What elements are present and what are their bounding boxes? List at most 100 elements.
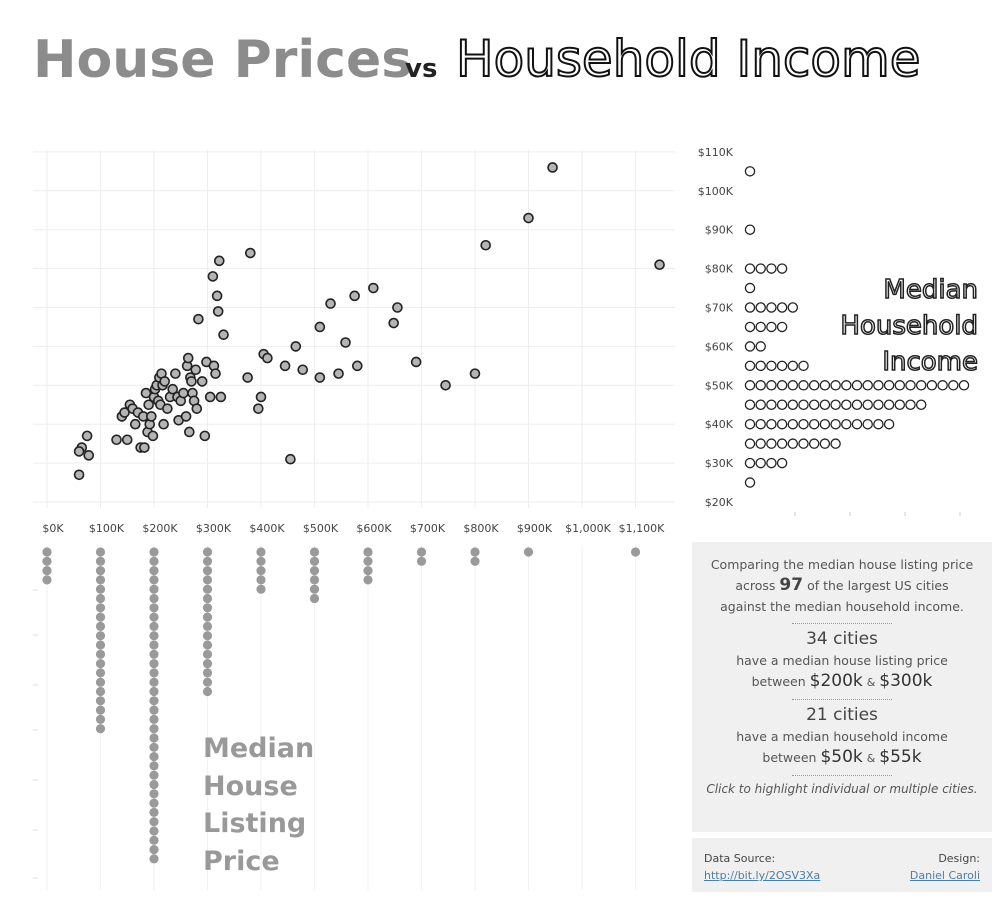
scatter-point [191, 403, 203, 414]
price-dot [202, 677, 213, 687]
income-dot [744, 321, 756, 333]
income-dot [766, 321, 777, 333]
scatter-point [167, 383, 179, 395]
price-dot [95, 649, 106, 659]
scatter-point [654, 259, 665, 271]
income-dot [808, 418, 820, 430]
income-dot [744, 380, 756, 391]
scatter-point [314, 372, 326, 383]
income-dot [841, 399, 852, 410]
price-dot [149, 603, 159, 613]
design-credit: Design: Daniel Caroli [910, 852, 980, 882]
scatter-point [210, 368, 221, 379]
scatter-point [547, 162, 558, 173]
price-dot [95, 696, 106, 706]
price-dot [95, 714, 106, 725]
price-dot [149, 845, 159, 855]
source-panel: Data Source: http://bit.ly/2OSV3Xa Desig… [692, 838, 992, 892]
scatter-point [129, 418, 141, 430]
scatter-point [245, 247, 256, 259]
income-dot [808, 438, 820, 449]
income-dot [830, 399, 841, 410]
income-dot [798, 418, 809, 430]
x-tick-label: $700K [410, 522, 446, 535]
designer-link[interactable]: Daniel Caroli [909, 869, 980, 882]
income-dot [787, 418, 799, 430]
scatter-point [212, 306, 224, 317]
price-dot [149, 798, 159, 808]
divider [792, 623, 892, 624]
title-household-income: Household Income [455, 29, 921, 89]
price-dot [309, 593, 320, 604]
price-dot [149, 566, 159, 576]
x-tick-label: $400K [249, 522, 285, 535]
income-dot [819, 418, 831, 430]
price-dot [95, 556, 106, 566]
price-dot [202, 556, 213, 566]
scatter-point [290, 341, 302, 352]
income-dot [776, 302, 788, 313]
scatter-point [218, 329, 229, 341]
x-tick-label: $300K [196, 522, 232, 535]
price-dot [149, 807, 159, 818]
price-dot [202, 686, 213, 697]
intro-text: Comparing the median house listing price… [692, 554, 992, 617]
price-dot [95, 603, 106, 613]
income-dot [755, 399, 766, 410]
income-dot [883, 418, 895, 430]
income-dot [905, 399, 916, 410]
scatter-point [83, 450, 95, 461]
price-dot [42, 547, 52, 557]
title-house-prices: House Prices [33, 30, 413, 90]
price-dot [149, 724, 159, 734]
city-count: 97 [779, 575, 804, 595]
scatter-point [111, 434, 122, 446]
price-dot [149, 752, 159, 762]
x-tick-label: $900K [517, 522, 553, 535]
income-dot [776, 399, 788, 410]
income-dot [830, 418, 841, 430]
scatter-point [410, 356, 422, 368]
price-dot [149, 659, 159, 669]
price-dot [149, 742, 159, 752]
income-dot [894, 399, 906, 410]
income-dot [873, 399, 884, 410]
stat1-heading: 34 cities [806, 629, 878, 649]
price-dot [256, 566, 266, 576]
price-dot [202, 566, 213, 576]
price-dot [95, 659, 106, 669]
click-hint: Click to highlight individual or multipl… [706, 782, 978, 796]
income-dot [808, 380, 820, 391]
price-dot [470, 547, 480, 557]
divider [792, 775, 892, 776]
income-dot [915, 380, 927, 391]
data-source-link[interactable]: http://bit.ly/2OSV3Xa [704, 869, 821, 882]
income-dot [755, 321, 766, 333]
income-dot [851, 418, 863, 430]
y-tick-label: $90K [705, 224, 734, 237]
scatter-point [325, 298, 336, 309]
scatter-point [368, 282, 379, 294]
price-dot [202, 668, 213, 678]
income-dot [766, 438, 777, 449]
scatter-point [297, 364, 309, 376]
stat1-between: between [751, 674, 806, 689]
income-dot [787, 399, 799, 410]
scatter-point [162, 403, 173, 414]
house-label-line: Median [203, 733, 315, 764]
house-price-label: Median House Listing Price [203, 730, 314, 880]
price-dot [95, 705, 106, 715]
stat1-to: $300k [879, 671, 933, 691]
price-dot [256, 556, 266, 566]
price-dot [149, 649, 159, 659]
price-dot [202, 612, 213, 622]
intro-largest: of the largest US cities [807, 578, 949, 593]
price-dot [42, 566, 52, 576]
price-dot [149, 696, 159, 706]
stat1-from: $200k [809, 671, 863, 691]
scatter-point [215, 391, 227, 403]
income-dot [776, 360, 788, 372]
price-dot [149, 714, 159, 725]
price-dot [95, 547, 106, 557]
